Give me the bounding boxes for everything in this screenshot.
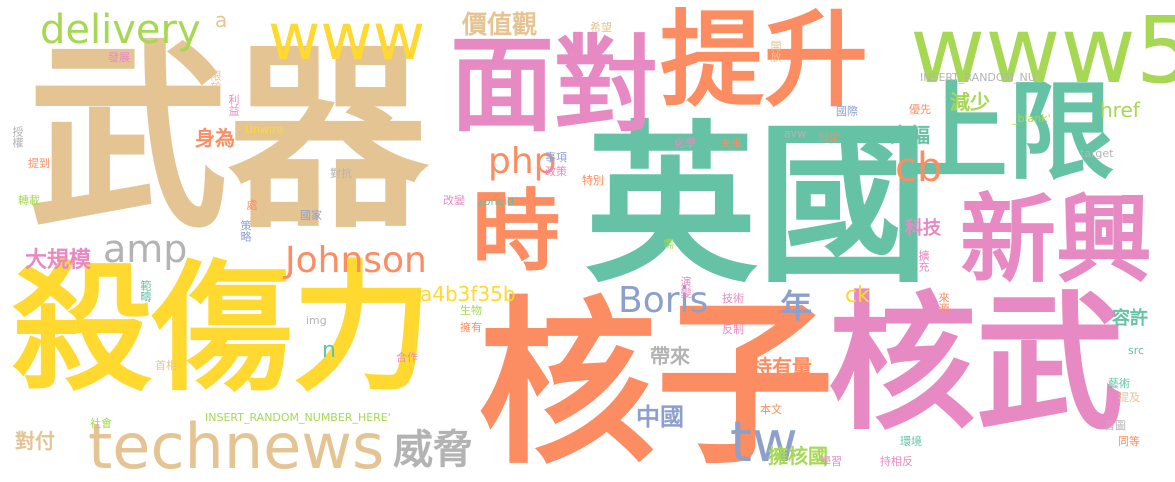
word: 核武 bbox=[828, 278, 1124, 450]
word: 策略 bbox=[239, 220, 252, 242]
word: 首圖 bbox=[1104, 419, 1126, 432]
word: 英國 bbox=[585, 105, 929, 306]
word: INSERT_RANDOM_NUMBER_HERE' bbox=[205, 411, 391, 424]
word: 價值觀 bbox=[462, 10, 538, 39]
word: 制定 bbox=[818, 131, 840, 144]
word: 優先 bbox=[909, 103, 931, 116]
word: 面對 bbox=[450, 24, 659, 146]
word: ck bbox=[845, 283, 870, 308]
word: a bbox=[215, 8, 228, 32]
word: 發展 bbox=[108, 51, 130, 64]
word: 化學 bbox=[674, 137, 696, 150]
word: avw bbox=[784, 127, 807, 140]
word: technews bbox=[88, 410, 385, 482]
word: Johnson bbox=[285, 240, 427, 281]
word: a4b3f35b bbox=[420, 282, 516, 306]
word: 擴充 bbox=[917, 250, 930, 272]
word: 生物 bbox=[460, 304, 482, 317]
word: Boris bbox=[618, 280, 709, 321]
word: 威脅 bbox=[393, 427, 473, 473]
word: amp bbox=[103, 227, 188, 271]
word: 特別 bbox=[582, 174, 604, 187]
word: 開放 bbox=[769, 40, 782, 62]
word: 希望 bbox=[590, 21, 612, 34]
word: 藝術 bbox=[1108, 377, 1130, 390]
word: zoneid bbox=[478, 195, 515, 208]
word: 殺傷力 bbox=[12, 248, 433, 411]
word: 同等 bbox=[1118, 435, 1140, 448]
word: 授權 bbox=[11, 126, 24, 148]
word: 時 bbox=[472, 180, 561, 283]
word: 帶來 bbox=[650, 344, 690, 368]
word: src bbox=[1128, 344, 1145, 357]
word: 範疇 bbox=[139, 280, 152, 302]
word: n bbox=[322, 338, 336, 363]
word: www5 bbox=[910, 0, 1175, 104]
word: 年 bbox=[780, 287, 813, 325]
word: 政策 bbox=[545, 165, 567, 178]
word: 大幅 bbox=[890, 123, 930, 147]
word: 學習 bbox=[820, 455, 842, 468]
word: 提升 bbox=[660, 0, 869, 121]
word: 持相反 bbox=[880, 455, 913, 468]
word: 提到 bbox=[28, 157, 50, 170]
word: 大規模 bbox=[25, 248, 92, 273]
word: INSERT_RANDOM_NU bbox=[920, 71, 1036, 84]
word: 限於 bbox=[209, 70, 222, 92]
word: 提及 bbox=[1118, 391, 1140, 404]
word: 科技 bbox=[905, 218, 941, 239]
word: 減少 bbox=[950, 90, 990, 114]
word: delivery bbox=[40, 7, 201, 53]
word: 對抗 bbox=[330, 167, 352, 180]
word: 國家 bbox=[300, 209, 322, 222]
word: 社會 bbox=[90, 417, 112, 430]
word: href bbox=[1100, 98, 1140, 122]
word: 武器 bbox=[28, 23, 429, 256]
word: 需 bbox=[662, 238, 675, 249]
word: 首相 bbox=[155, 359, 177, 372]
word: 環境 bbox=[900, 435, 922, 448]
word: www bbox=[268, 1, 426, 75]
word: 改變 bbox=[443, 194, 465, 207]
word: img bbox=[306, 314, 327, 327]
word: 國際 bbox=[836, 105, 858, 118]
word: Pro bbox=[313, 123, 331, 136]
word: 擁有 bbox=[460, 321, 482, 334]
word: Unwire bbox=[245, 123, 284, 136]
word: 持有量 bbox=[752, 355, 812, 379]
word: 核子 bbox=[478, 281, 834, 482]
word: 未來 bbox=[720, 137, 742, 150]
word: cb bbox=[895, 145, 943, 191]
word: php bbox=[488, 141, 557, 182]
word: 身為 bbox=[195, 126, 235, 150]
word: 事項 bbox=[545, 151, 567, 164]
word: 擁核國 bbox=[768, 444, 828, 468]
word: 利益 bbox=[227, 94, 240, 116]
word: 反制 bbox=[722, 323, 744, 336]
word: 轉載 bbox=[18, 194, 40, 207]
word: tw bbox=[730, 410, 798, 475]
word: 容許 bbox=[1112, 308, 1148, 329]
word: 新興 bbox=[960, 184, 1152, 296]
word: 處 bbox=[245, 199, 258, 210]
word: 技術 bbox=[722, 292, 744, 305]
word: 合作 bbox=[396, 351, 418, 364]
word: 來源 bbox=[937, 292, 950, 314]
word: 演變 bbox=[679, 276, 692, 298]
word: 對付 bbox=[15, 429, 55, 453]
word: 本文 bbox=[760, 403, 782, 416]
word: _blank' bbox=[1012, 112, 1051, 125]
word: 列入 bbox=[747, 307, 769, 320]
word: 中國 bbox=[636, 403, 684, 431]
word: target bbox=[1080, 147, 1114, 160]
word: 上限 bbox=[902, 71, 1114, 194]
